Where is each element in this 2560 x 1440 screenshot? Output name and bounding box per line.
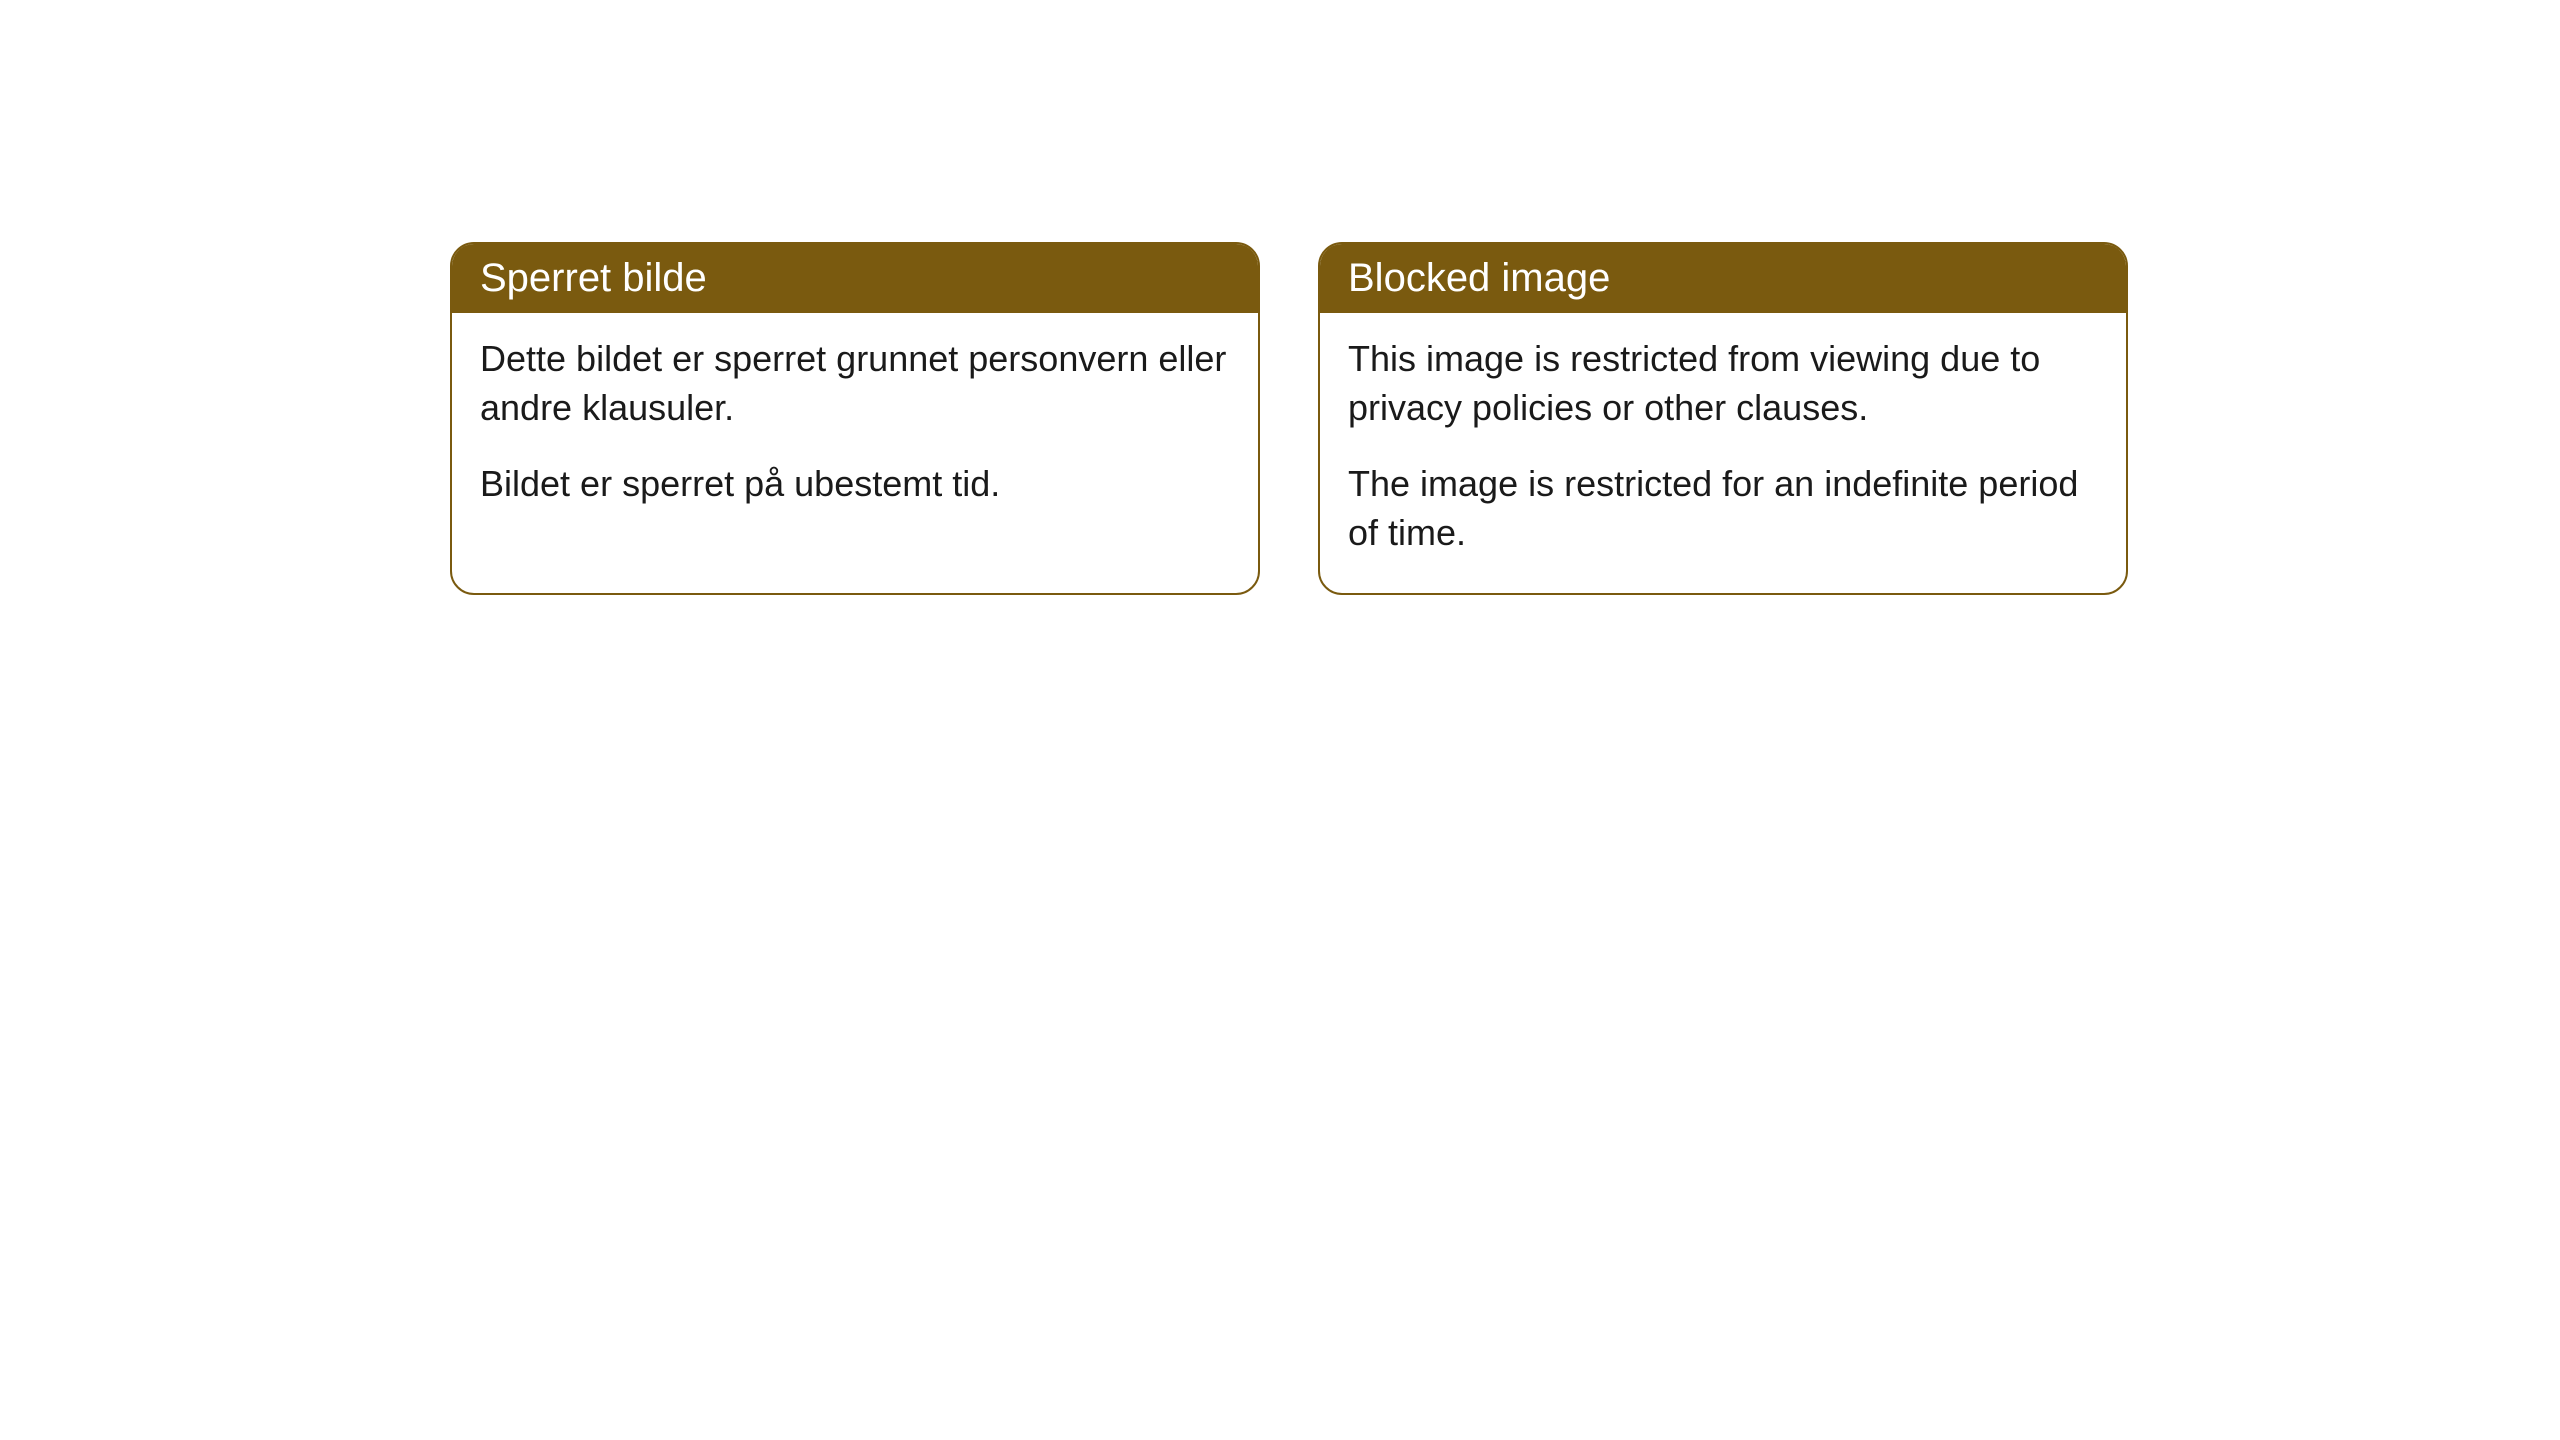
notice-card-english: Blocked image This image is restricted f… — [1318, 242, 2128, 595]
notice-paragraph: This image is restricted from viewing du… — [1348, 335, 2098, 432]
notice-card-norwegian: Sperret bilde Dette bildet er sperret gr… — [450, 242, 1260, 595]
notice-title-english: Blocked image — [1320, 244, 2126, 313]
notice-paragraph: The image is restricted for an indefinit… — [1348, 460, 2098, 557]
notice-body-english: This image is restricted from viewing du… — [1320, 313, 2126, 593]
notice-container: Sperret bilde Dette bildet er sperret gr… — [0, 0, 2560, 595]
notice-paragraph: Dette bildet er sperret grunnet personve… — [480, 335, 1230, 432]
notice-title-norwegian: Sperret bilde — [452, 244, 1258, 313]
notice-body-norwegian: Dette bildet er sperret grunnet personve… — [452, 313, 1258, 545]
notice-paragraph: Bildet er sperret på ubestemt tid. — [480, 460, 1230, 509]
